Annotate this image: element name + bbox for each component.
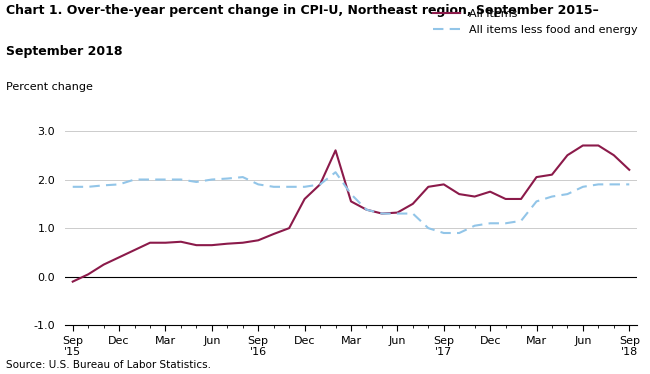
All items less food and energy	[595, 182, 603, 187]
All items	[146, 240, 154, 245]
All items less food and energy	[564, 192, 571, 196]
All items	[347, 199, 355, 203]
All items less food and energy	[440, 231, 448, 235]
All items	[532, 175, 540, 180]
All items	[471, 194, 478, 199]
Text: September 2018: September 2018	[6, 45, 123, 58]
All items less food and energy	[502, 221, 510, 226]
All items	[378, 211, 386, 216]
All items	[548, 172, 556, 177]
All items less food and energy	[177, 177, 185, 182]
All items	[332, 148, 339, 153]
All items	[84, 272, 92, 277]
All items less food and energy	[99, 183, 107, 188]
All items less food and energy	[316, 182, 324, 187]
All items	[224, 242, 231, 246]
Text: Percent change: Percent change	[6, 82, 94, 92]
Legend: All items, All items less food and energy: All items, All items less food and energ…	[433, 9, 638, 35]
All items	[517, 197, 525, 201]
All items less food and energy	[162, 177, 170, 182]
Line: All items: All items	[73, 145, 629, 282]
All items less food and energy	[610, 182, 617, 187]
All items less food and energy	[363, 208, 370, 212]
All items less food and energy	[455, 231, 463, 235]
All items	[177, 239, 185, 244]
All items	[115, 255, 123, 260]
All items	[455, 192, 463, 196]
All items less food and energy	[548, 194, 556, 199]
All items less food and energy	[424, 226, 432, 230]
All items	[301, 197, 309, 201]
All items	[192, 243, 200, 248]
All items less food and energy	[579, 184, 587, 189]
All items	[409, 202, 417, 206]
All items	[99, 263, 107, 267]
All items less food and energy	[409, 211, 417, 216]
All items	[363, 208, 370, 212]
All items less food and energy	[146, 177, 154, 182]
All items less food and energy	[347, 192, 355, 196]
All items	[625, 168, 633, 172]
All items	[424, 184, 432, 189]
All items less food and energy	[115, 182, 123, 187]
All items less food and energy	[254, 182, 262, 187]
All items	[270, 232, 278, 236]
All items	[579, 143, 587, 148]
All items	[254, 238, 262, 242]
All items	[486, 190, 494, 194]
Text: Chart 1. Over-the-year percent change in CPI-U, Northeast region, September 2015: Chart 1. Over-the-year percent change in…	[6, 4, 599, 17]
All items	[285, 226, 293, 230]
Line: All items less food and energy: All items less food and energy	[73, 172, 629, 233]
All items	[162, 240, 170, 245]
All items less food and energy	[224, 176, 231, 181]
All items	[440, 182, 448, 187]
All items less food and energy	[69, 184, 77, 189]
All items	[502, 197, 510, 201]
Text: Source: U.S. Bureau of Labor Statistics.: Source: U.S. Bureau of Labor Statistics.	[6, 360, 211, 370]
All items	[131, 248, 138, 252]
All items less food and energy	[301, 184, 309, 189]
All items less food and energy	[285, 184, 293, 189]
All items less food and energy	[332, 170, 339, 174]
All items	[564, 153, 571, 157]
All items less food and energy	[270, 184, 278, 189]
All items less food and energy	[84, 184, 92, 189]
All items	[69, 279, 77, 284]
All items less food and energy	[131, 177, 138, 182]
All items less food and energy	[208, 177, 216, 182]
All items	[595, 143, 603, 148]
All items less food and energy	[471, 224, 478, 228]
All items less food and energy	[239, 175, 247, 180]
All items less food and energy	[625, 182, 633, 187]
All items less food and energy	[486, 221, 494, 226]
All items less food and energy	[532, 199, 540, 203]
All items less food and energy	[378, 211, 386, 216]
All items	[393, 210, 401, 215]
All items less food and energy	[393, 211, 401, 216]
All items	[239, 240, 247, 245]
All items	[316, 182, 324, 187]
All items less food and energy	[517, 218, 525, 223]
All items	[610, 153, 617, 157]
All items less food and energy	[192, 180, 200, 184]
All items	[208, 243, 216, 248]
